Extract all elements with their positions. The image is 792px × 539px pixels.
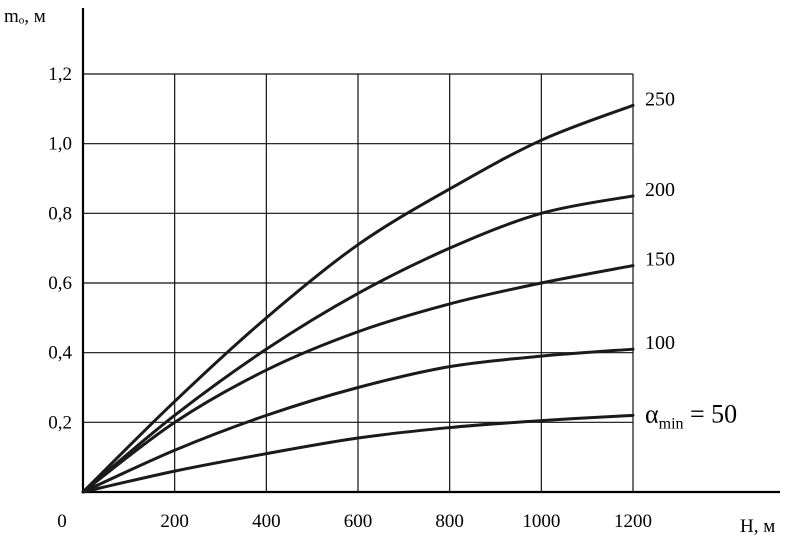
series-label: 100 [645, 332, 675, 354]
x-tick-label: 200 [160, 511, 189, 532]
y-axis-title: mₒ, м [4, 6, 46, 27]
x-tick-label: 600 [344, 511, 373, 532]
series-label-value: = 50 [684, 399, 738, 428]
y-tick-label: 0,2 [48, 412, 72, 433]
y-tick-label: 1,2 [48, 64, 72, 85]
series-label: 250 [645, 88, 675, 110]
x-tick-label: 0 [57, 511, 67, 532]
x-tick-label: 1000 [522, 511, 560, 532]
series-line [81, 347, 635, 494]
series-label: 150 [645, 249, 675, 271]
x-tick-label: 800 [435, 511, 464, 532]
y-tick-label: 0,4 [48, 343, 72, 364]
x-tick-label: 400 [252, 511, 281, 532]
series-line [81, 194, 635, 494]
series-line [81, 103, 635, 494]
series-label: 200 [645, 179, 675, 201]
y-tick-label: 1,0 [48, 134, 72, 155]
y-tick-label: 0,6 [48, 273, 72, 294]
x-axis-title: H, м [740, 516, 775, 537]
series-line [81, 413, 635, 494]
axes [81, 8, 780, 494]
series-label: αmin = 50 [645, 399, 737, 432]
y-tick-label: 0,8 [48, 203, 72, 224]
tick-labels: 0 200 400 600 800 1000 1200 0,2 0,4 0,6 0,8 1,0 1,2 [48, 64, 652, 532]
series-group [81, 103, 635, 494]
series-label-symbol: α [645, 399, 659, 428]
x-tick-label: 1200 [614, 511, 652, 532]
series-label-subscript: min [659, 415, 684, 432]
series-labels: 250 200 150 100 αmin = 50 [645, 88, 737, 432]
series-line [81, 264, 635, 494]
